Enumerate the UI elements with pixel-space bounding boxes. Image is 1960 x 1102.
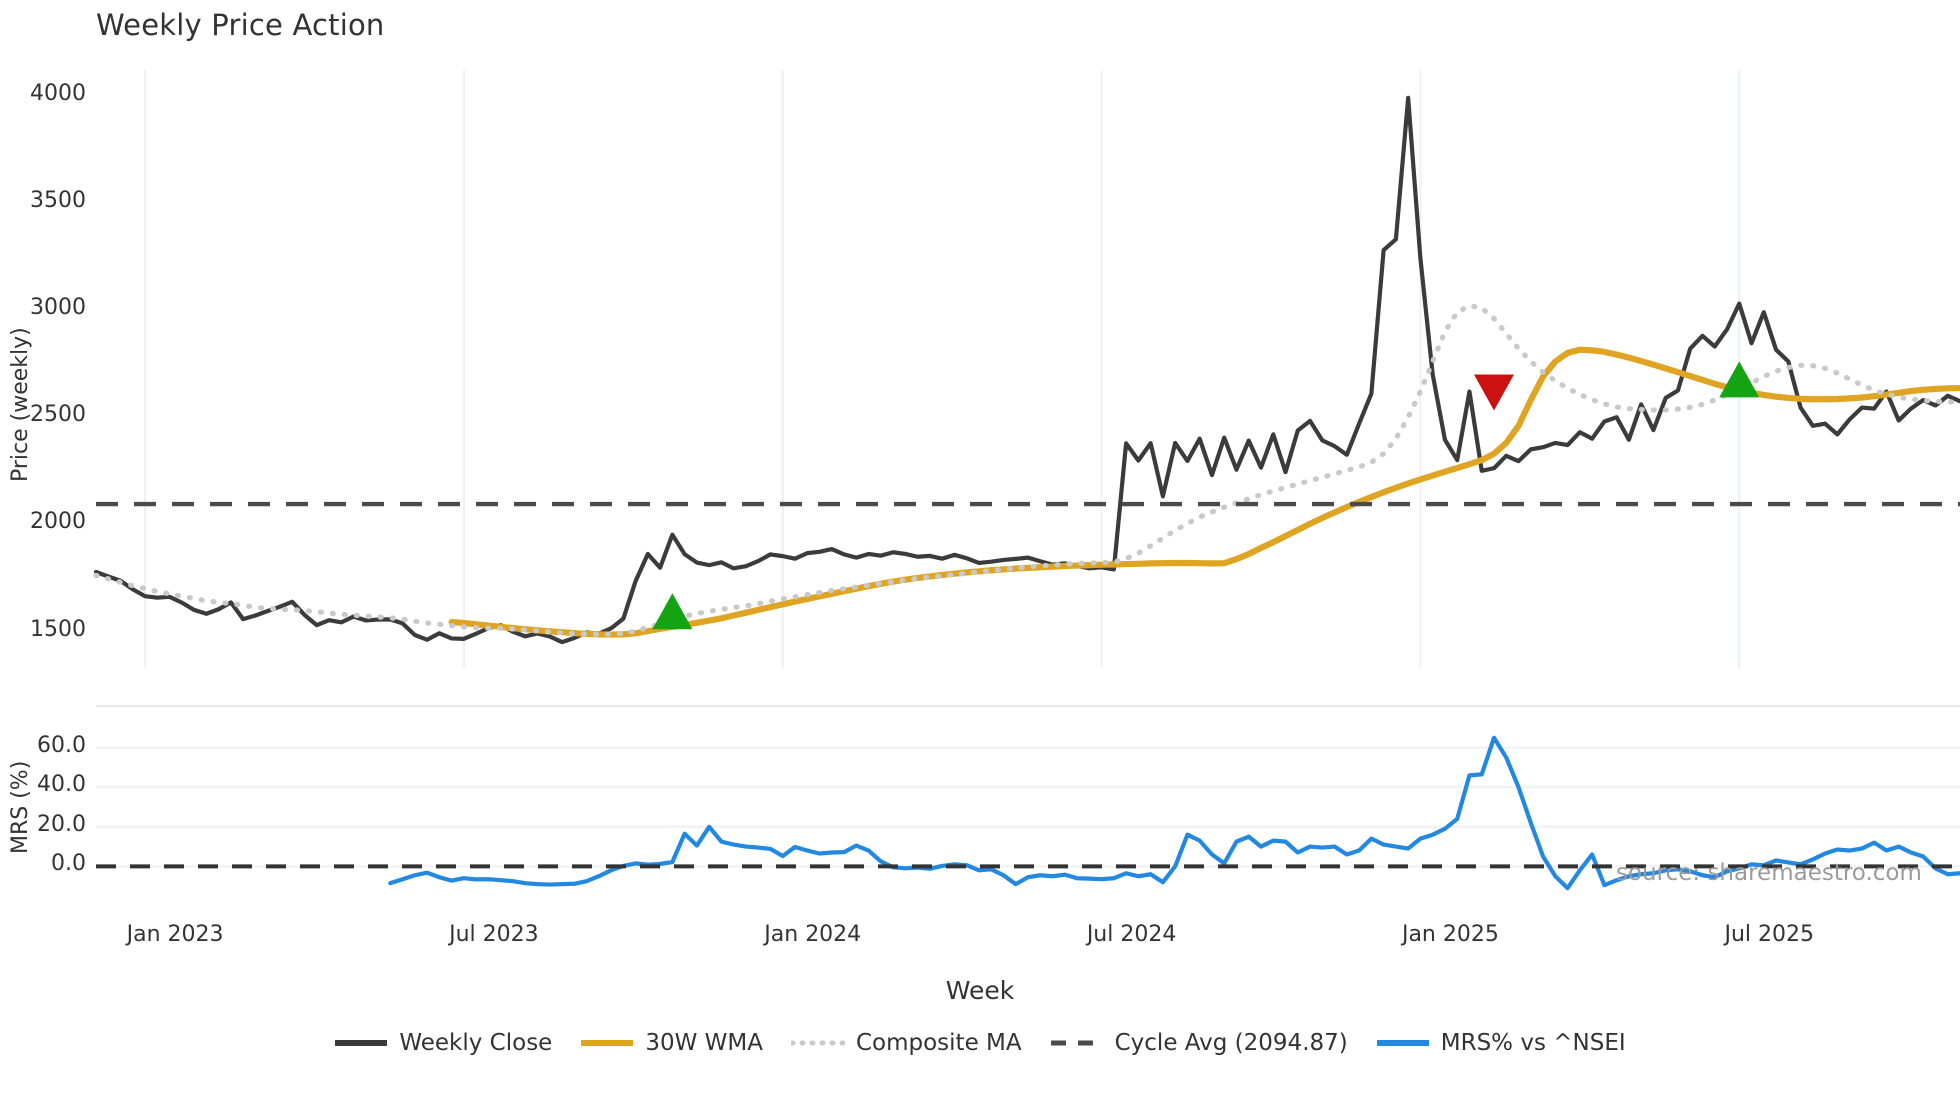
legend-item-30w-wma[interactable]: 30W WMA <box>580 1030 763 1056</box>
source-watermark: source: sharemaestro.com <box>1616 860 1922 886</box>
legend-item-cycle-avg-2094-87[interactable]: Cycle Avg (2094.87) <box>1050 1030 1348 1056</box>
legend-label: MRS% vs ^NSEI <box>1440 1030 1626 1056</box>
legend-swatch-icon <box>334 1034 388 1052</box>
mrs-y-tick-20.0: 20.0 <box>37 811 86 837</box>
series-weekly-close <box>93 95 1960 645</box>
legend-swatch-icon <box>789 1034 847 1052</box>
mrs-y-tick-60.0: 60.0 <box>37 732 86 758</box>
series-30w-wma <box>448 346 1960 638</box>
x-tick-jul-2024: Jul 2024 <box>1086 922 1177 947</box>
marker-buy-2[interactable] <box>1719 361 1760 398</box>
series-mrs-vs-nsei <box>388 735 1960 891</box>
price-y-tick-2000: 2000 <box>30 509 86 535</box>
x-tick-jan-2023: Jan 2023 <box>126 922 224 947</box>
legend-swatch-icon <box>1376 1034 1430 1052</box>
series-composite-ma <box>93 303 1960 637</box>
price-y-tick-1500: 1500 <box>30 616 86 642</box>
x-tick-jan-2024: Jan 2024 <box>764 922 862 947</box>
x-tick-jul-2023: Jul 2023 <box>449 922 539 947</box>
legend-item-composite-ma[interactable]: Composite MA <box>789 1030 1022 1056</box>
legend-item-weekly-close[interactable]: Weekly Close <box>334 1030 552 1056</box>
x-tick-jan-2025: Jan 2025 <box>1401 922 1499 947</box>
x-tick-jul-2025: Jul 2025 <box>1724 922 1815 947</box>
legend-label: Cycle Avg (2094.87) <box>1114 1030 1348 1056</box>
price-y-tick-2500: 2500 <box>30 402 86 428</box>
legend-swatch-icon <box>580 1034 634 1052</box>
x-axis-title: Week <box>945 976 1015 1005</box>
mrs-y-tick-40.0: 40.0 <box>37 772 86 798</box>
price-y-tick-4000: 4000 <box>30 80 86 106</box>
chart-legend: Weekly Close 30W WMA Composite MA Cycle Avg… <box>0 1030 1960 1056</box>
legend-label: 30W WMA <box>645 1030 763 1056</box>
marker-sell-1[interactable] <box>1474 374 1514 411</box>
legend-label: Composite MA <box>855 1030 1022 1056</box>
legend-label: Weekly Close <box>399 1030 553 1056</box>
mrs-y-tick-0.0: 0.0 <box>51 851 86 877</box>
legend-item-mrs-vs-nsei[interactable]: MRS% vs ^NSEI <box>1376 1030 1626 1056</box>
page-title: Weekly Price Action <box>96 8 385 42</box>
price-y-tick-3000: 3000 <box>30 295 86 321</box>
price-y-tick-3500: 3500 <box>30 187 86 213</box>
legend-swatch-icon <box>1050 1034 1104 1052</box>
marker-buy-0[interactable] <box>652 593 693 630</box>
